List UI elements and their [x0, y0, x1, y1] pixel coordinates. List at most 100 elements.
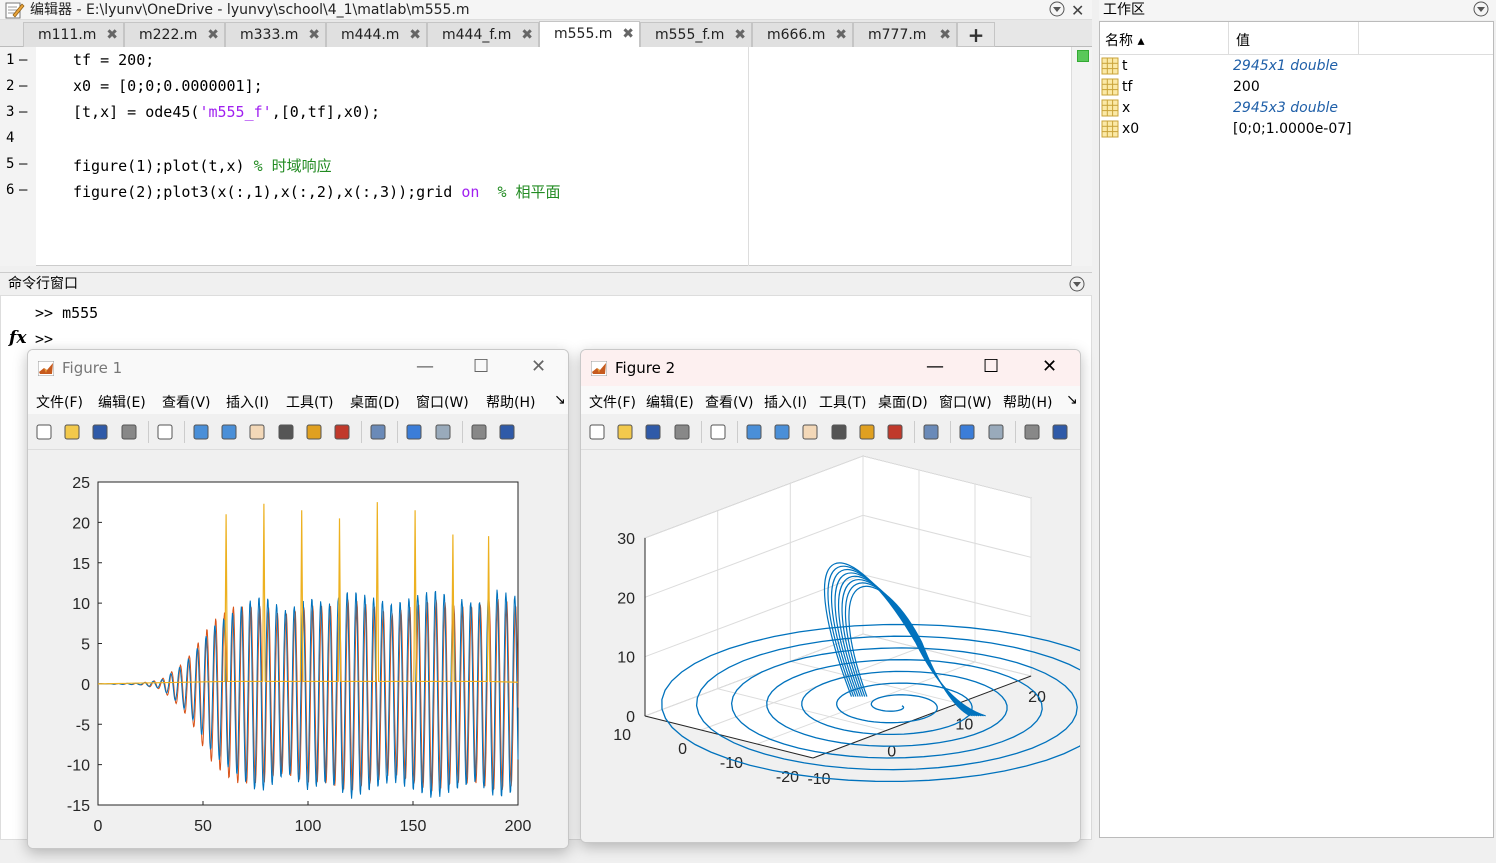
editor-options-icon[interactable] — [1049, 1, 1065, 24]
save-icon[interactable] — [643, 422, 663, 442]
legend-icon[interactable] — [433, 422, 453, 442]
save-icon[interactable] — [90, 422, 110, 442]
tab-m333[interactable]: m333.m ✖ — [225, 22, 326, 47]
breakpoint-marker[interactable]: — — [19, 52, 28, 68]
tab-m222[interactable]: m222.m ✖ — [124, 22, 225, 47]
zoom-in-icon[interactable] — [191, 422, 211, 442]
open-file-icon[interactable] — [62, 422, 82, 442]
legend-icon[interactable] — [986, 422, 1006, 442]
minimize-icon[interactable]: — — [416, 356, 434, 377]
maximize-icon[interactable]: ☐ — [473, 356, 490, 377]
close-icon[interactable]: ✕ — [531, 356, 547, 377]
close-tab-icon[interactable]: ✖ — [106, 27, 118, 43]
breakpoint-marker[interactable]: — — [19, 156, 28, 172]
column-divider[interactable] — [1358, 22, 1359, 55]
menu-help[interactable]: 帮助(H) — [1003, 395, 1053, 411]
code-line-3[interactable]: [t,x] = ode45('m555_f',[0,tf],x0); — [73, 103, 380, 121]
workspace-variable-row[interactable]: x 2945x3 double — [1100, 98, 1493, 119]
breakpoint-marker[interactable]: — — [19, 78, 28, 94]
figure-canvas[interactable]: 0 10 20 30 -20 -10 0 10 -10 0 10 20 — [581, 450, 1081, 843]
minimize-icon[interactable]: — — [926, 356, 944, 377]
code-line-6[interactable]: figure(2);plot3(x(:,1),x(:,2),x(:,3));gr… — [73, 181, 561, 202]
menu-desktop[interactable]: 桌面(D) — [350, 395, 400, 411]
function-browser-icon[interactable]: fx — [9, 328, 27, 348]
menu-view[interactable]: 查看(V) — [162, 395, 211, 411]
time-response-plot[interactable]: 0 50 100 150 200 -15 -10 -5 0 5 10 15 20 25 — [28, 450, 569, 849]
column-header-value[interactable]: 值 — [1236, 33, 1250, 49]
command-prompt[interactable]: >> — [35, 330, 54, 348]
hide-plot-tools-icon[interactable] — [1022, 422, 1042, 442]
code-line-1[interactable]: tf = 200; — [73, 51, 154, 69]
zoom-in-icon[interactable] — [744, 422, 764, 442]
rotate-3d-icon[interactable] — [276, 422, 296, 442]
colorbar-icon[interactable] — [404, 422, 424, 442]
menu-edit[interactable]: 编辑(E) — [98, 395, 146, 411]
menu-window[interactable]: 窗口(W) — [939, 395, 992, 411]
code-line-2[interactable]: x0 = [0;0;0.0000001]; — [73, 77, 263, 95]
close-tab-icon[interactable]: ✖ — [521, 27, 533, 43]
close-tab-icon[interactable]: ✖ — [207, 27, 219, 43]
menu-help[interactable]: 帮助(H) — [486, 395, 536, 411]
workspace-panel[interactable]: 名称 ▴ 值 t 2945x1 double tf 200 x 2945x3 double… — [1099, 21, 1494, 838]
new-tab-button[interactable]: + — [957, 22, 995, 47]
menu-file[interactable]: 文件(F) — [36, 395, 83, 411]
maximize-icon[interactable]: ☐ — [983, 356, 1000, 377]
code-line-5[interactable]: figure(1);plot(t,x) % 时域响应 — [73, 155, 332, 176]
edit-plot-arrow-icon[interactable] — [708, 422, 728, 442]
figure-title-bar[interactable]: Figure 1 — ☐ ✕ — [28, 350, 568, 386]
workspace-variable-row[interactable]: x0 [0;0;1.0000e-07] — [1100, 119, 1493, 140]
workspace-options-icon[interactable] — [1473, 1, 1489, 23]
close-tab-icon[interactable]: ✖ — [409, 27, 421, 43]
tab-m555[interactable]: m555.m ✖ — [539, 21, 640, 47]
brush-icon[interactable] — [885, 422, 905, 442]
pan-hand-icon[interactable] — [800, 422, 820, 442]
column-header-name[interactable]: 名称 ▴ — [1105, 33, 1145, 49]
tab-m111[interactable]: m111.m ✖ — [23, 22, 124, 47]
figure-2-window[interactable]: Figure 2 — ☐ ✕ 文件(F) 编辑(E) 查看(V) 插入(I) 工… — [580, 349, 1081, 843]
figure-title-bar[interactable]: Figure 2 — ☐ ✕ — [581, 350, 1080, 386]
menu-expand-icon[interactable]: ↘ — [1066, 392, 1078, 408]
new-figure-icon[interactable] — [34, 422, 54, 442]
menu-edit[interactable]: 编辑(E) — [646, 395, 694, 411]
workspace-variable-row[interactable]: tf 200 — [1100, 77, 1493, 98]
open-file-icon[interactable] — [615, 422, 635, 442]
code-analyzer-status-icon[interactable] — [1077, 50, 1089, 62]
link-plot-icon[interactable] — [368, 422, 388, 442]
tab-m666[interactable]: m666.m ✖ — [752, 22, 853, 47]
tab-m444-f[interactable]: m444_f.m ✖ — [427, 22, 539, 47]
brush-icon[interactable] — [332, 422, 352, 442]
breakpoint-marker[interactable]: — — [19, 182, 28, 198]
close-tab-icon[interactable]: ✖ — [622, 26, 634, 42]
breakpoint-marker[interactable]: — — [19, 104, 28, 120]
data-cursor-icon[interactable] — [304, 422, 324, 442]
print-icon[interactable] — [119, 422, 139, 442]
code-scrollbar[interactable] — [1071, 47, 1092, 266]
menu-tools[interactable]: 工具(T) — [819, 395, 867, 411]
print-icon[interactable] — [672, 422, 692, 442]
editor-close-icon[interactable]: ✕ — [1071, 1, 1085, 20]
code-editor[interactable]: 1— 2— 3— 4 5— 6— tf = 200; x0 = [0;0;0.0… — [0, 47, 1092, 266]
close-tab-icon[interactable]: ✖ — [835, 27, 847, 43]
close-tab-icon[interactable]: ✖ — [939, 27, 951, 43]
new-figure-icon[interactable] — [587, 422, 607, 442]
show-plot-tools-icon[interactable] — [497, 422, 517, 442]
zoom-out-icon[interactable] — [772, 422, 792, 442]
data-cursor-icon[interactable] — [857, 422, 877, 442]
menu-file[interactable]: 文件(F) — [589, 395, 636, 411]
hide-plot-tools-icon[interactable] — [469, 422, 489, 442]
figure-canvas[interactable]: 0 50 100 150 200 -15 -10 -5 0 5 10 15 20 25 — [28, 450, 569, 849]
link-plot-icon[interactable] — [921, 422, 941, 442]
tab-m555-f[interactable]: m555_f.m ✖ — [640, 22, 752, 47]
menu-desktop[interactable]: 桌面(D) — [878, 395, 928, 411]
column-divider[interactable] — [1228, 22, 1229, 55]
close-icon[interactable]: ✕ — [1042, 356, 1058, 377]
tab-m444[interactable]: m444.m ✖ — [326, 22, 427, 47]
menu-insert[interactable]: 插入(I) — [764, 395, 808, 411]
show-plot-tools-icon[interactable] — [1050, 422, 1070, 442]
close-tab-icon[interactable]: ✖ — [308, 27, 320, 43]
pan-hand-icon[interactable] — [247, 422, 267, 442]
menu-expand-icon[interactable]: ↘ — [554, 392, 566, 408]
menu-insert[interactable]: 插入(I) — [226, 395, 270, 411]
zoom-out-icon[interactable] — [219, 422, 239, 442]
